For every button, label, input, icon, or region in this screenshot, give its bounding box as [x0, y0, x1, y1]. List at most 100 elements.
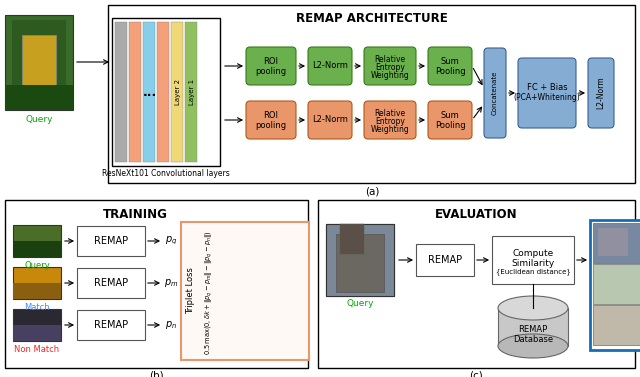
Bar [593, 305, 640, 345]
Text: Weighting: Weighting [371, 70, 410, 80]
Text: Entropy: Entropy [375, 63, 405, 72]
Bar [318, 200, 635, 368]
FancyBboxPatch shape [364, 47, 416, 85]
Text: Non Match: Non Match [15, 345, 60, 354]
Bar [13, 225, 61, 257]
Bar [77, 268, 145, 298]
Text: Concatenate: Concatenate [492, 71, 498, 115]
Bar [13, 267, 61, 299]
Text: (a): (a) [365, 187, 379, 197]
FancyBboxPatch shape [588, 58, 614, 128]
Bar [22, 35, 56, 90]
Text: Query: Query [24, 261, 50, 270]
Text: REMAP: REMAP [428, 255, 462, 265]
Bar [593, 305, 640, 345]
Text: Layer 2: Layer 2 [175, 79, 181, 105]
Text: REMAP: REMAP [94, 278, 128, 288]
Bar [112, 18, 220, 166]
Text: Query: Query [346, 299, 374, 308]
Text: L2-Norm: L2-Norm [312, 115, 348, 124]
FancyBboxPatch shape [308, 101, 352, 139]
Text: $0.5\,\max(0,\delta k+\|p_q-p_m\|-\|p_q-p_n\|)$: $0.5\,\max(0,\delta k+\|p_q-p_m\|-\|p_q-… [204, 230, 214, 355]
Text: FC + Bias: FC + Bias [527, 83, 567, 92]
Text: REMAP: REMAP [518, 325, 548, 334]
Text: ...: ... [143, 86, 157, 98]
Bar [5, 200, 308, 368]
Text: Sum: Sum [440, 58, 460, 66]
Bar [108, 5, 635, 183]
Text: EVALUATION: EVALUATION [435, 207, 518, 221]
FancyBboxPatch shape [428, 47, 472, 85]
Bar [593, 223, 640, 263]
Bar [129, 22, 141, 162]
Bar [590, 220, 640, 350]
Bar [598, 228, 628, 256]
FancyBboxPatch shape [246, 47, 296, 85]
Text: REMAP: REMAP [94, 236, 128, 246]
Bar [171, 22, 183, 162]
Bar [326, 224, 394, 296]
Text: (b): (b) [149, 370, 164, 377]
Text: (PCA+Whitening): (PCA+Whitening) [514, 92, 580, 101]
Bar [492, 236, 574, 284]
Text: Sum: Sum [440, 112, 460, 121]
Text: Compute: Compute [513, 250, 554, 259]
Bar [77, 226, 145, 256]
Text: pooling: pooling [255, 121, 287, 130]
Text: Pooling: Pooling [435, 66, 465, 75]
Bar [340, 224, 364, 254]
Bar [77, 310, 145, 340]
Bar [593, 264, 640, 304]
Text: $p_m$: $p_m$ [164, 277, 178, 289]
Bar [593, 223, 640, 263]
Bar [143, 22, 155, 162]
Bar [185, 22, 197, 162]
Bar [498, 308, 568, 346]
FancyBboxPatch shape [518, 58, 576, 128]
Bar [5, 85, 73, 110]
FancyBboxPatch shape [246, 101, 296, 139]
Bar [13, 309, 61, 341]
FancyBboxPatch shape [428, 101, 472, 139]
Text: Query: Query [25, 115, 52, 124]
Bar [12, 20, 66, 105]
Bar [5, 15, 73, 110]
Text: L2-Norm: L2-Norm [596, 77, 605, 109]
Text: $p_n$: $p_n$ [165, 319, 177, 331]
Text: ResNeXt101 Convolutional layers: ResNeXt101 Convolutional layers [102, 169, 230, 178]
Text: REMAP: REMAP [94, 320, 128, 330]
Bar [336, 234, 384, 292]
Bar [157, 22, 169, 162]
Text: REMAP ARCHITECTURE: REMAP ARCHITECTURE [296, 12, 448, 25]
Text: $p_q$: $p_q$ [165, 235, 177, 247]
Text: Weighting: Weighting [371, 124, 410, 133]
Text: {Euclidean distance}: {Euclidean distance} [495, 269, 570, 275]
Text: L2-Norm: L2-Norm [312, 61, 348, 70]
Bar [13, 241, 61, 257]
Text: pooling: pooling [255, 66, 287, 75]
Ellipse shape [498, 334, 568, 358]
Text: Relative: Relative [374, 55, 406, 63]
Text: Entropy: Entropy [375, 116, 405, 126]
FancyBboxPatch shape [484, 48, 506, 138]
Text: Pooling: Pooling [435, 121, 465, 130]
Text: Layer 1: Layer 1 [189, 79, 195, 105]
Bar [326, 224, 394, 296]
Bar [115, 22, 127, 162]
Text: Match: Match [24, 302, 50, 311]
Text: Database: Database [513, 336, 553, 345]
Bar [593, 264, 640, 304]
Text: (c): (c) [470, 370, 483, 377]
Bar [416, 244, 474, 276]
Ellipse shape [498, 296, 568, 320]
Text: TRAINING: TRAINING [102, 207, 168, 221]
Text: Similarity: Similarity [511, 259, 555, 268]
Bar [13, 283, 61, 299]
Text: Relative: Relative [374, 109, 406, 118]
FancyBboxPatch shape [364, 101, 416, 139]
FancyBboxPatch shape [308, 47, 352, 85]
Text: ROI: ROI [264, 58, 278, 66]
Bar [181, 222, 309, 360]
Bar [13, 325, 61, 341]
Text: Triplet Loss: Triplet Loss [186, 268, 195, 314]
